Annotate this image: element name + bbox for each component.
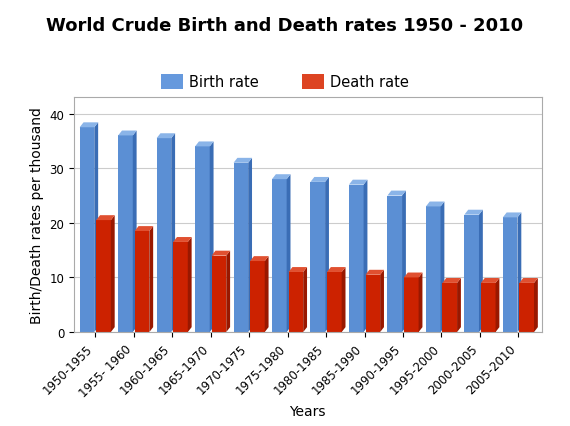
Polygon shape (133, 131, 137, 332)
Polygon shape (519, 278, 538, 283)
Polygon shape (534, 278, 538, 332)
Polygon shape (226, 251, 230, 332)
Polygon shape (365, 270, 384, 275)
Polygon shape (388, 196, 402, 332)
Polygon shape (234, 163, 248, 332)
Polygon shape (287, 175, 291, 332)
Legend: Birth rate, Death rate: Birth rate, Death rate (155, 69, 415, 96)
Polygon shape (118, 136, 133, 332)
Polygon shape (171, 134, 175, 332)
Polygon shape (349, 185, 364, 332)
Polygon shape (404, 278, 418, 332)
Polygon shape (210, 142, 214, 332)
Polygon shape (250, 256, 268, 262)
Polygon shape (96, 216, 115, 221)
Polygon shape (288, 272, 303, 332)
Polygon shape (195, 142, 214, 147)
Polygon shape (441, 202, 445, 332)
X-axis label: Years: Years (290, 405, 326, 418)
Polygon shape (173, 237, 192, 242)
Polygon shape (364, 180, 368, 332)
Polygon shape (272, 175, 291, 180)
Polygon shape (341, 268, 345, 332)
Polygon shape (272, 180, 287, 332)
Polygon shape (234, 158, 252, 163)
Polygon shape (465, 210, 483, 215)
Polygon shape (311, 178, 329, 182)
Polygon shape (418, 273, 422, 332)
Polygon shape (327, 268, 345, 272)
Polygon shape (479, 210, 483, 332)
Polygon shape (457, 278, 461, 332)
Polygon shape (426, 207, 441, 332)
Polygon shape (365, 275, 380, 332)
Polygon shape (481, 278, 499, 283)
Polygon shape (135, 227, 153, 231)
Polygon shape (94, 123, 98, 332)
Polygon shape (380, 270, 384, 332)
Polygon shape (188, 237, 192, 332)
Polygon shape (481, 283, 495, 332)
Polygon shape (80, 128, 94, 332)
Polygon shape (495, 278, 499, 332)
Polygon shape (135, 231, 149, 332)
Polygon shape (80, 123, 98, 128)
Polygon shape (118, 131, 137, 136)
Polygon shape (288, 268, 307, 272)
Polygon shape (325, 178, 329, 332)
Polygon shape (426, 202, 445, 207)
Polygon shape (157, 139, 171, 332)
Polygon shape (250, 262, 264, 332)
Polygon shape (303, 268, 307, 332)
Polygon shape (518, 213, 522, 332)
Polygon shape (503, 213, 522, 218)
Polygon shape (442, 283, 457, 332)
Polygon shape (402, 191, 406, 332)
Polygon shape (157, 134, 175, 139)
Polygon shape (211, 251, 230, 256)
Polygon shape (195, 147, 210, 332)
Polygon shape (96, 221, 111, 332)
Polygon shape (311, 182, 325, 332)
Polygon shape (503, 218, 518, 332)
Polygon shape (465, 215, 479, 332)
Polygon shape (442, 278, 461, 283)
Polygon shape (349, 180, 368, 185)
Polygon shape (149, 227, 153, 332)
Polygon shape (327, 272, 341, 332)
Polygon shape (388, 191, 406, 196)
Text: World Crude Birth and Death rates 1950 - 2010: World Crude Birth and Death rates 1950 -… (46, 17, 524, 35)
Polygon shape (404, 273, 422, 278)
Polygon shape (264, 256, 268, 332)
Polygon shape (211, 256, 226, 332)
Polygon shape (519, 283, 534, 332)
Polygon shape (111, 216, 115, 332)
Polygon shape (248, 158, 252, 332)
Polygon shape (173, 242, 188, 332)
Y-axis label: Birth/Death rates per thousand: Birth/Death rates per thousand (30, 107, 44, 323)
